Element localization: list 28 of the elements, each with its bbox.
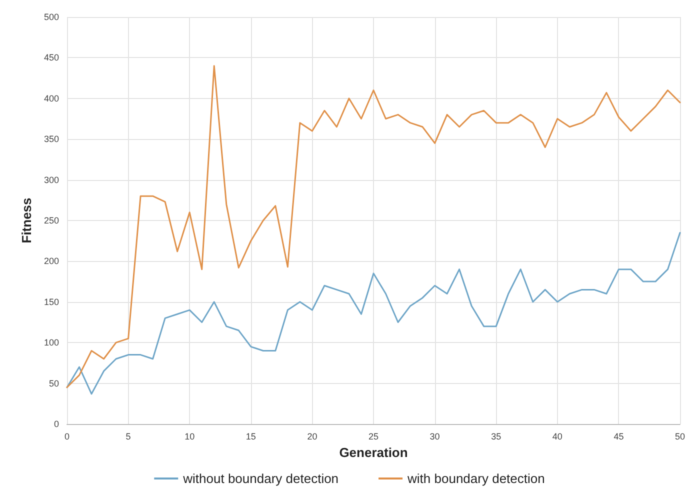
line-series — [66, 232, 681, 395]
x-tick-label: 25 — [368, 432, 379, 442]
x-tick-label: 0 — [64, 432, 70, 442]
x-tick-label: 20 — [307, 432, 318, 442]
x-tick-label: 15 — [246, 432, 256, 442]
y-tick-label: 450 — [44, 52, 59, 63]
y-tick-label: 150 — [44, 296, 59, 307]
y-tick-label: 100 — [44, 338, 59, 348]
legend-label: with boundary detection — [406, 471, 545, 486]
x-tick-label: 10 — [184, 432, 195, 442]
y-tick-label: 400 — [44, 93, 59, 104]
x-tick-label: 30 — [430, 432, 440, 442]
line-series — [66, 65, 681, 388]
legend-label: without boundary detection — [182, 471, 339, 486]
y-axis-title: Fitness — [19, 198, 34, 244]
y-tick-label: 250 — [44, 216, 59, 226]
y-tick-label: 300 — [44, 174, 59, 185]
x-tick-label: 40 — [552, 432, 562, 442]
y-tick-label: 350 — [44, 134, 59, 144]
x-tick-label: 35 — [491, 432, 502, 442]
x-tick-label: 45 — [614, 432, 624, 442]
x-axis-title: Generation — [339, 445, 408, 460]
x-tick-label: 5 — [126, 432, 131, 442]
y-tick-label: 50 — [48, 378, 59, 388]
y-tick-label: 500 — [44, 12, 59, 22]
x-tick-label: 50 — [674, 432, 686, 442]
y-tick-label: 200 — [44, 256, 59, 266]
y-tick-label: 0 — [54, 419, 59, 429]
